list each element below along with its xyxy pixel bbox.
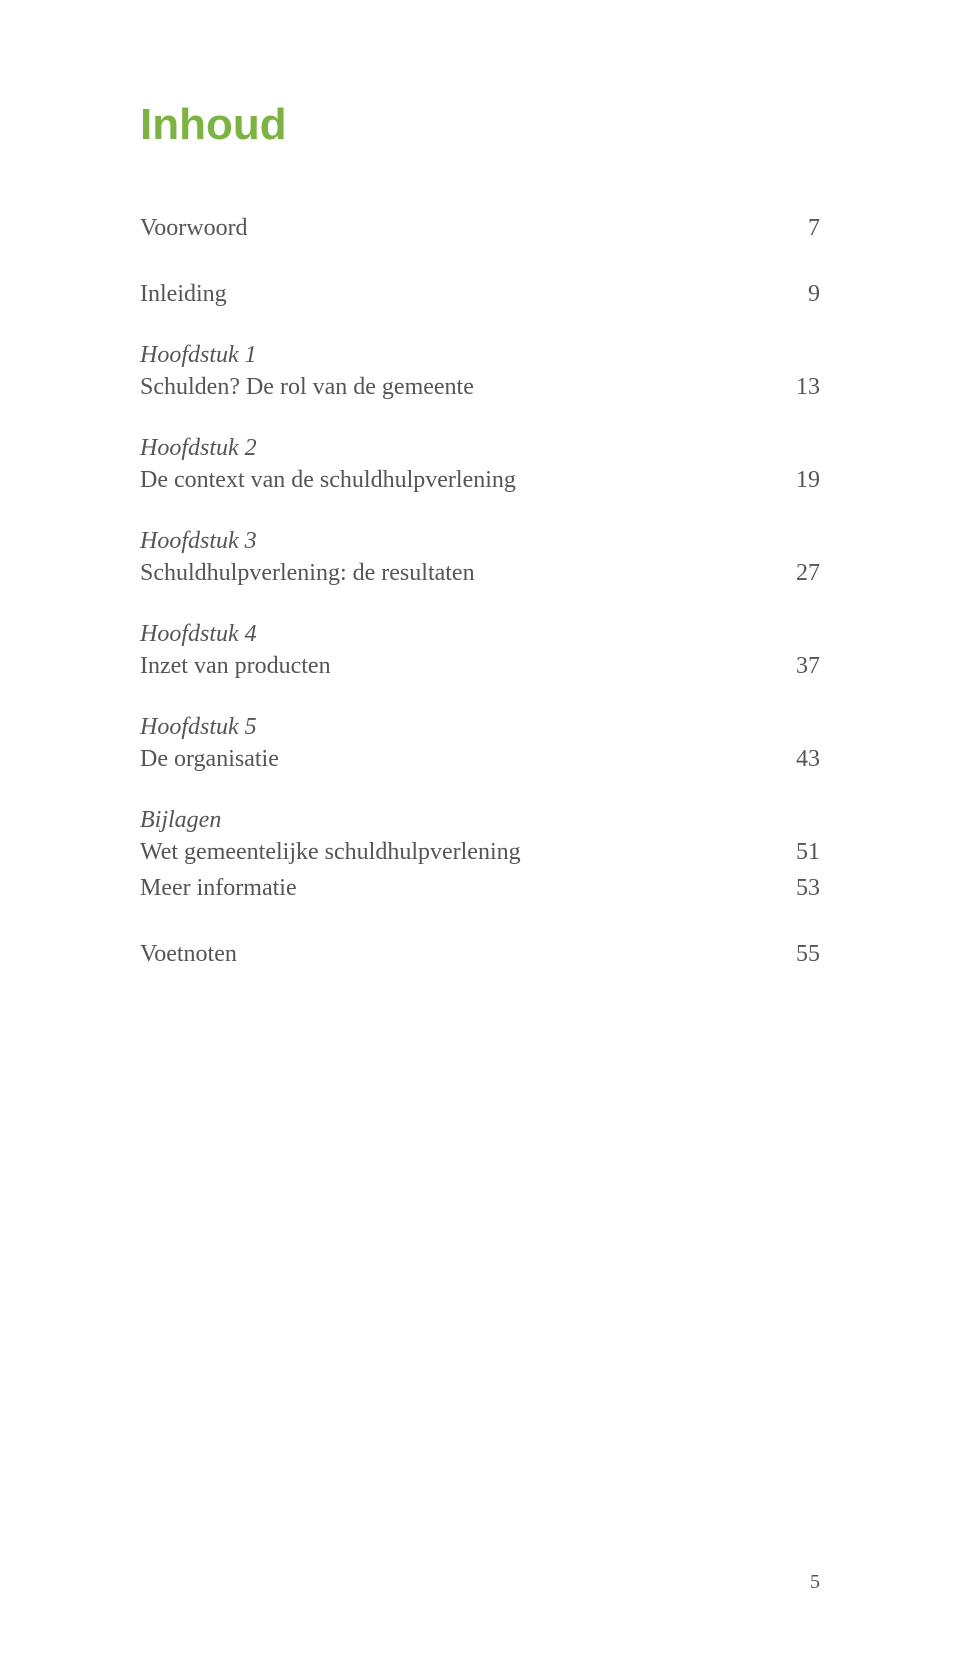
- toc-title: Schulden? De rol van de gemeente: [140, 369, 474, 405]
- toc-entry-bijlagen: Bijlagen Wet gemeentelijke schuldhulpver…: [140, 807, 820, 906]
- toc-title: Meer informatie: [140, 870, 297, 906]
- toc-chapter-label: Hoofdstuk 1: [140, 342, 820, 369]
- toc-entry-hoofdstuk-5: Hoofdstuk 5 De organisatie 43: [140, 714, 820, 777]
- toc-pagenum: 51: [780, 834, 820, 870]
- toc-pagenum: 55: [780, 936, 820, 972]
- toc-pagenum: 53: [780, 870, 820, 906]
- toc-title: Wet gemeentelijke schuldhulpverlening: [140, 834, 521, 870]
- toc-pagenum: 13: [780, 369, 820, 405]
- toc-entry-hoofdstuk-3: Hoofdstuk 3 Schuldhulpverlening: de resu…: [140, 528, 820, 591]
- toc-title: Inleiding: [140, 276, 227, 312]
- toc-entry-voetnoten: Voetnoten 55: [140, 936, 820, 972]
- toc-title: De organisatie: [140, 741, 279, 777]
- toc-entry-hoofdstuk-1: Hoofdstuk 1 Schulden? De rol van de geme…: [140, 342, 820, 405]
- toc-pagenum: 19: [780, 462, 820, 498]
- toc-entry-voorwoord: Voorwoord 7: [140, 210, 820, 246]
- toc-chapter-label: Hoofdstuk 3: [140, 528, 820, 555]
- toc-title: De context van de schuldhulpverlening: [140, 462, 516, 498]
- toc-pagenum: 37: [780, 648, 820, 684]
- toc-title: Voetnoten: [140, 936, 237, 972]
- toc-chapter-label: Hoofdstuk 4: [140, 621, 820, 648]
- toc-title: Schuldhulpverlening: de resultaten: [140, 555, 475, 591]
- toc-chapter-label: Hoofdstuk 2: [140, 435, 820, 462]
- toc-pagenum: 9: [780, 276, 820, 312]
- toc-pagenum: 43: [780, 741, 820, 777]
- page-number: 5: [810, 1571, 820, 1594]
- toc-title: Inzet van producten: [140, 648, 331, 684]
- toc-pagenum: 7: [780, 210, 820, 246]
- toc-entry-inleiding: Inleiding 9: [140, 276, 820, 312]
- toc-chapter-label: Bijlagen: [140, 807, 820, 834]
- page-title: Inhoud: [140, 100, 820, 150]
- toc-chapter-label: Hoofdstuk 5: [140, 714, 820, 741]
- toc-entry-hoofdstuk-2: Hoofdstuk 2 De context van de schuldhulp…: [140, 435, 820, 498]
- toc-pagenum: 27: [780, 555, 820, 591]
- toc-page: Inhoud Voorwoord 7 Inleiding 9 Hoofdstuk…: [0, 0, 960, 1654]
- toc-title: Voorwoord: [140, 210, 248, 246]
- toc-entry-hoofdstuk-4: Hoofdstuk 4 Inzet van producten 37: [140, 621, 820, 684]
